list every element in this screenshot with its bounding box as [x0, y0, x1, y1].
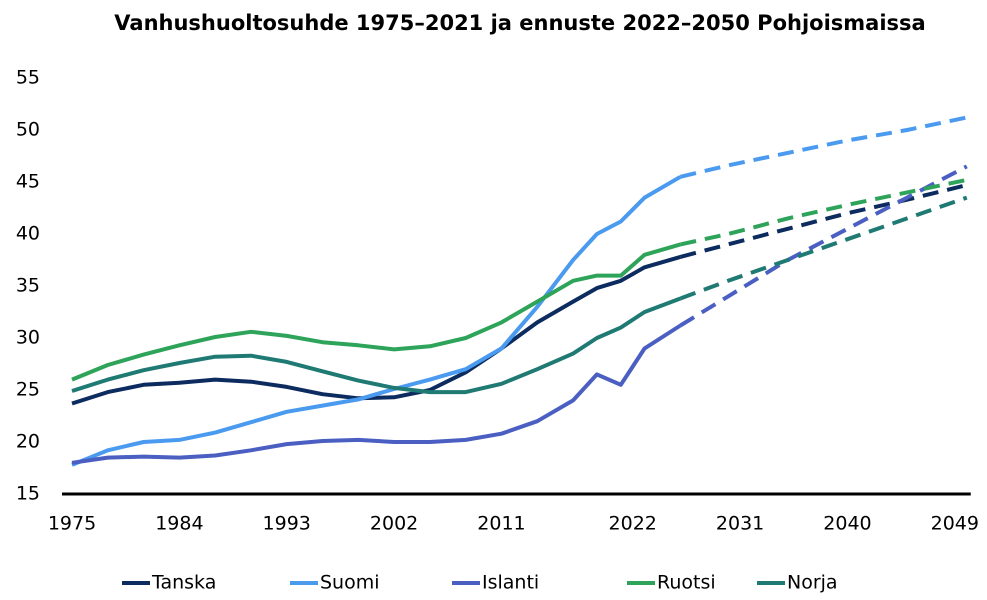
series-line: [71, 254, 681, 406]
x-tick-label: 1993: [263, 513, 311, 535]
x-tick-label: 1975: [48, 513, 96, 535]
y-tick-label: 20: [16, 431, 40, 453]
series-line: [71, 296, 682, 395]
series-line: [71, 175, 682, 467]
legend-label: Norja: [787, 572, 838, 594]
x-tick-label: 2049: [931, 513, 979, 535]
chart-title: Vanhushuoltosuhde 1975–2021 ja ennuste 2…: [114, 11, 925, 35]
legend-label: Islanti: [482, 572, 539, 594]
y-tick-label: 40: [16, 223, 40, 245]
legend-label: Ruotsi: [657, 572, 716, 594]
legend-label: Suomi: [320, 572, 380, 594]
x-tick-label: 1984: [155, 513, 203, 535]
series-line: [71, 323, 682, 465]
y-tick-label: 50: [16, 119, 40, 141]
x-tick-label: 2040: [823, 513, 871, 535]
x-tick-label: 2002: [370, 513, 418, 535]
forecast-line: [679, 177, 968, 247]
series-line: [71, 242, 681, 382]
y-tick-label: 25: [16, 379, 40, 401]
forecast-line: [679, 115, 968, 179]
y-tick-label: 30: [16, 327, 40, 349]
y-tick-label: 15: [16, 483, 40, 505]
forecast-line: [679, 164, 968, 328]
y-tick-label: 35: [16, 275, 40, 297]
legend-label: Tanska: [151, 572, 216, 594]
x-tick-label: 2031: [716, 513, 764, 535]
x-tick-label: 2022: [609, 513, 657, 535]
forecast-line: [679, 195, 968, 301]
y-tick-label: 45: [16, 171, 40, 193]
y-tick-label: 55: [16, 67, 40, 89]
x-tick-label: 2011: [477, 513, 525, 535]
